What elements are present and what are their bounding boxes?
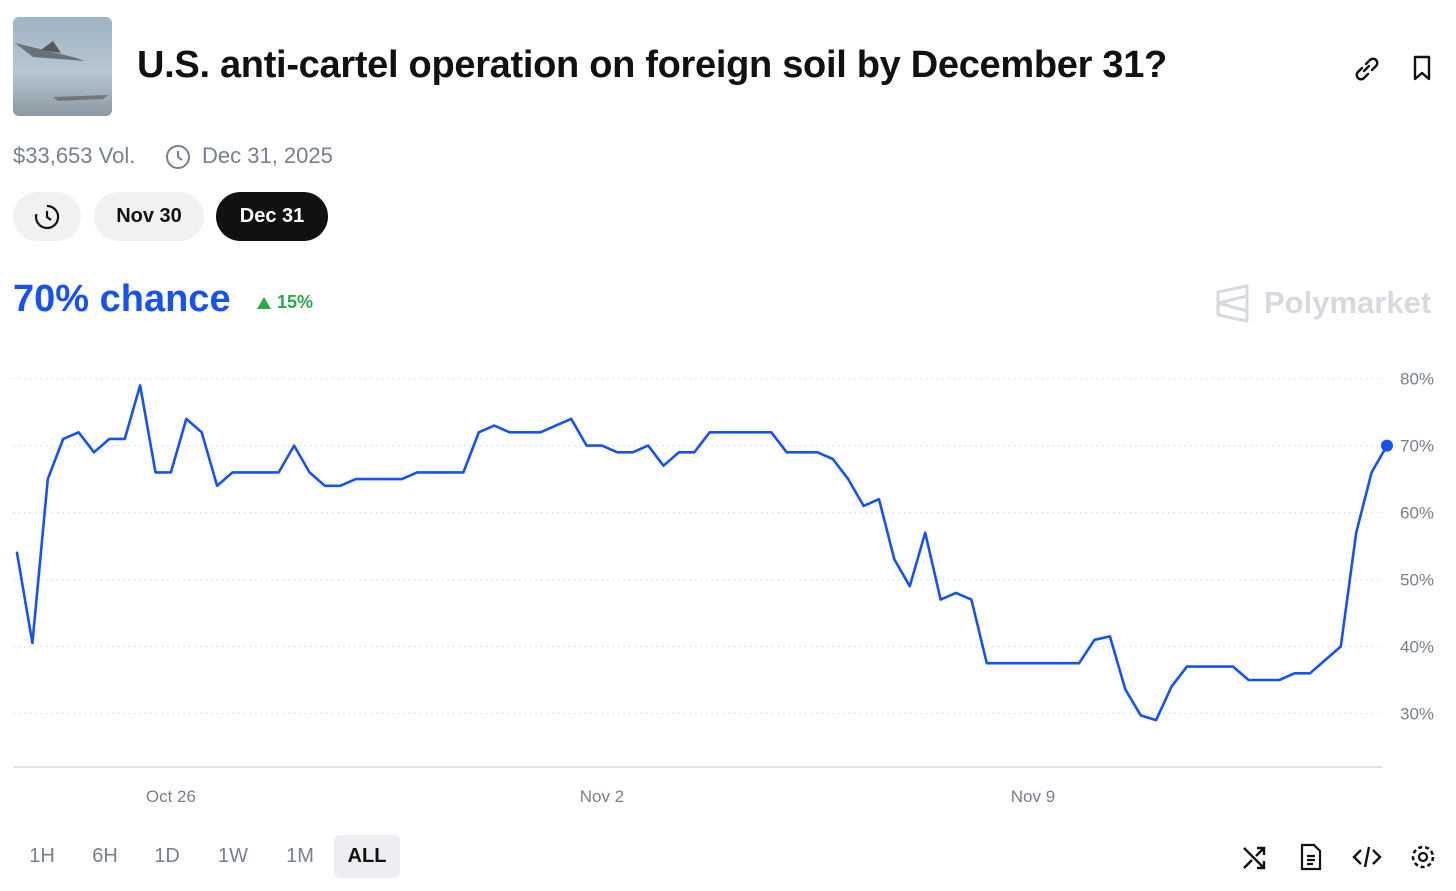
x-tick-label: Nov 9 [1011, 787, 1055, 806]
y-tick-label: 60% [1400, 504, 1434, 523]
date-tab[interactable]: Nov 30 [94, 192, 204, 241]
change: 15% [277, 292, 314, 312]
document-icon[interactable] [1297, 842, 1325, 872]
range-button[interactable]: 1D [154, 845, 180, 867]
chart: 30% 40% 50% 60% 70% 80% Oct 26 Nov 2 Nov 9 [13, 370, 1434, 806]
date-tab-active[interactable]: Dec 31 [216, 192, 328, 241]
clock-icon [166, 145, 190, 169]
history-button[interactable] [13, 192, 81, 241]
market-title: U.S. anti-cartel operation on foreign so… [137, 44, 1167, 86]
range-button[interactable]: ALL [334, 835, 400, 878]
drone-illustration [15, 41, 108, 101]
bookmark-icon[interactable] [1410, 54, 1436, 82]
y-tick-label: 30% [1400, 704, 1434, 723]
up-arrow [257, 297, 271, 309]
shuffle-icon[interactable] [1240, 842, 1270, 872]
history-icon [34, 204, 60, 229]
y-tick-label: 40% [1400, 637, 1434, 656]
range-button[interactable]: 1M [286, 845, 314, 867]
brand: Polymarket [1264, 285, 1432, 320]
y-tick-label: 50% [1400, 571, 1434, 590]
settings-icon[interactable] [1408, 842, 1438, 872]
range-button[interactable]: 1H [29, 845, 55, 867]
volume: $33,653 Vol. [13, 143, 136, 168]
range-button[interactable]: 6H [92, 845, 118, 867]
y-tick-label: 70% [1400, 437, 1434, 456]
end-date: Dec 31, 2025 [202, 143, 333, 168]
chance-headline: 70% chance [13, 278, 231, 320]
link-icon[interactable] [1352, 54, 1382, 84]
x-tick-label: Oct 26 [146, 787, 196, 806]
x-tick-label: Nov 2 [580, 787, 624, 806]
y-tick-label: 80% [1400, 370, 1434, 389]
embed-icon[interactable] [1352, 842, 1382, 872]
last-point [1381, 439, 1393, 452]
range-button[interactable]: 1W [218, 845, 248, 867]
brand-logo [1216, 284, 1249, 323]
price-line [15, 384, 1389, 722]
market-image [13, 17, 112, 116]
